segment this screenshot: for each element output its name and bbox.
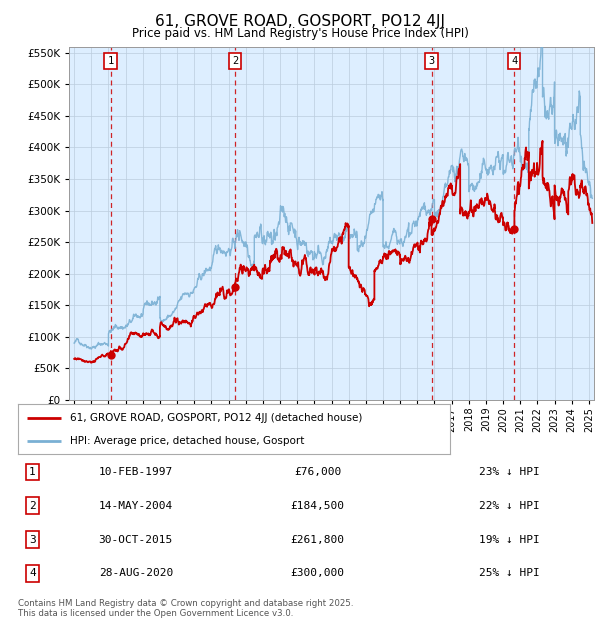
Text: 4: 4 bbox=[511, 56, 518, 66]
Text: 61, GROVE ROAD, GOSPORT, PO12 4JJ (detached house): 61, GROVE ROAD, GOSPORT, PO12 4JJ (detac… bbox=[70, 413, 362, 423]
Text: 14-MAY-2004: 14-MAY-2004 bbox=[98, 501, 173, 511]
Text: 1: 1 bbox=[29, 467, 36, 477]
Text: 25% ↓ HPI: 25% ↓ HPI bbox=[479, 569, 539, 578]
Text: 1: 1 bbox=[107, 56, 113, 66]
Text: 23% ↓ HPI: 23% ↓ HPI bbox=[479, 467, 539, 477]
Text: 3: 3 bbox=[29, 534, 36, 544]
Text: 61, GROVE ROAD, GOSPORT, PO12 4JJ: 61, GROVE ROAD, GOSPORT, PO12 4JJ bbox=[155, 14, 445, 29]
Text: HPI: Average price, detached house, Gosport: HPI: Average price, detached house, Gosp… bbox=[70, 436, 304, 446]
Text: 10-FEB-1997: 10-FEB-1997 bbox=[98, 467, 173, 477]
Text: £300,000: £300,000 bbox=[290, 569, 344, 578]
Text: 4: 4 bbox=[29, 569, 36, 578]
Text: 2: 2 bbox=[29, 501, 36, 511]
Text: Price paid vs. HM Land Registry's House Price Index (HPI): Price paid vs. HM Land Registry's House … bbox=[131, 27, 469, 40]
Text: 28-AUG-2020: 28-AUG-2020 bbox=[98, 569, 173, 578]
Text: 3: 3 bbox=[428, 56, 434, 66]
Text: £76,000: £76,000 bbox=[294, 467, 341, 477]
Text: 30-OCT-2015: 30-OCT-2015 bbox=[98, 534, 173, 544]
Text: Contains HM Land Registry data © Crown copyright and database right 2025.
This d: Contains HM Land Registry data © Crown c… bbox=[18, 599, 353, 618]
Text: 22% ↓ HPI: 22% ↓ HPI bbox=[479, 501, 539, 511]
Text: £184,500: £184,500 bbox=[290, 501, 344, 511]
Text: 2: 2 bbox=[232, 56, 238, 66]
Text: 19% ↓ HPI: 19% ↓ HPI bbox=[479, 534, 539, 544]
Text: £261,800: £261,800 bbox=[290, 534, 344, 544]
